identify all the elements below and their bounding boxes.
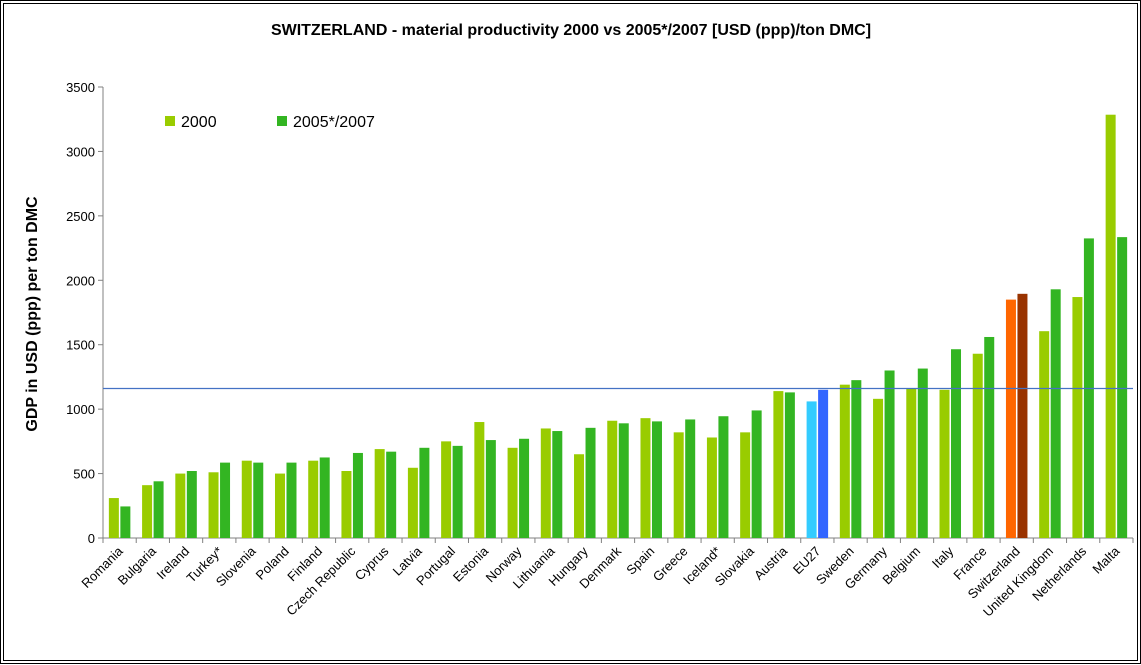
bar-slovakia-2005-2007 [751,410,762,538]
bar-estonia-2005-2007 [485,440,496,538]
bar-slovenia-2005-2007 [253,462,264,538]
bar-hungary-2005-2007 [585,427,596,538]
bar-ireland-2000 [175,473,186,538]
bar-latvia-2000 [407,467,418,538]
bar-bulgaria-2000 [142,485,153,538]
bar-hungary-2000 [574,454,585,538]
bar-finland-2000 [308,460,319,538]
bar-sweden-2000 [839,384,850,538]
legend-swatch-2000 [165,116,175,126]
legend-label-2005-2007: 2005*/2007 [293,114,375,131]
chart-title: SWITZERLAND - material productivity 2000… [271,22,871,39]
bar-switzerland-2000 [1005,299,1016,538]
bar-estonia-2000 [474,422,485,538]
bar-germany-2005-2007 [884,370,895,538]
bar-eu27-2000 [806,401,817,538]
bar-ireland-2005-2007 [186,470,197,538]
x-category-label: Belgium [879,544,923,588]
bar-united-kingdom-2005-2007 [1050,289,1061,538]
bar-romania-2000 [108,498,119,538]
x-category-label: Malta [1089,543,1123,577]
bar-sweden-2005-2007 [851,380,862,538]
x-category-label: Cyprus [352,543,392,583]
bar-cyprus-2005-2007 [386,451,397,538]
bar-netherlands-2000 [1072,297,1083,538]
bar-united-kingdom-2000 [1039,331,1050,538]
bar-france-2005-2007 [984,336,995,538]
bar-slovakia-2000 [740,432,751,538]
bar-austria-2000 [773,391,784,538]
legend-label-2000: 2000 [181,114,217,131]
bar-finland-2005-2007 [319,457,330,538]
bar-lithuania-2000 [540,428,551,538]
x-category-label: Austria [751,543,791,583]
bar-czech-republic-2005-2007 [352,452,363,538]
x-category-label: Romania [78,543,126,591]
x-category-label: Bulgaria [115,543,160,588]
bar-greece-2005-2007 [685,419,696,538]
bar-malta-2005-2007 [1117,237,1128,538]
y-tick-label: 500 [73,467,95,482]
legend-swatch-2005-2007 [277,116,287,126]
bar-germany-2000 [873,398,884,538]
bar-poland-2000 [274,473,285,538]
bar-belgium-2000 [906,388,917,538]
bar-turkey-2000 [208,472,219,538]
bar-austria-2005-2007 [784,392,795,538]
bar-denmark-2005-2007 [618,423,629,538]
bars-layer: RomaniaBulgariaIrelandTurkey*SloveniaPol… [78,114,1133,620]
y-tick-label: 0 [88,531,95,546]
bar-lithuania-2005-2007 [552,431,563,538]
y-tick-label: 3000 [66,144,95,159]
bar-spain-2005-2007 [651,421,662,538]
bar-greece-2000 [673,432,684,538]
y-tick-label: 1500 [66,338,95,353]
bar-switzerland-2005-2007 [1017,293,1028,538]
bar-denmark-2000 [607,420,618,538]
bar-eu27-2005-2007 [818,389,829,538]
bar-belgium-2005-2007 [917,368,928,538]
legend: 2000 2005*/2007 [165,114,375,131]
bar-turkey-2005-2007 [220,462,231,538]
bar-italy-2005-2007 [951,349,962,538]
bar-norway-2005-2007 [519,438,530,538]
bar-norway-2000 [507,447,518,538]
bar-portugal-2000 [441,441,452,538]
bar-spain-2000 [640,418,651,538]
y-tick-label: 2000 [66,273,95,288]
y-axis-label: GDP in USD (ppp) per ton DMC [24,196,41,432]
bar-iceland-2005-2007 [718,416,729,538]
y-tick-label: 2500 [66,209,95,224]
y-tick-label: 3500 [66,80,95,95]
axis-layer: 0 500 1000 1500 2000 2500 3000 3500 [66,80,1134,546]
y-tick-label: 1000 [66,402,95,417]
bar-romania-2005-2007 [120,506,131,538]
bar-poland-2005-2007 [286,462,297,538]
bar-latvia-2005-2007 [419,447,430,538]
bar-bulgaria-2005-2007 [153,481,164,538]
x-category-label: Italy [929,543,957,571]
bar-france-2000 [972,353,983,538]
x-category-label: Poland [253,544,292,583]
bar-italy-2000 [939,389,950,538]
bar-slovenia-2000 [241,460,252,538]
bar-czech-republic-2000 [341,470,352,538]
bar-iceland-2000 [706,437,717,538]
bar-malta-2000 [1105,114,1116,538]
bar-portugal-2005-2007 [452,445,463,538]
bar-cyprus-2000 [374,449,385,538]
